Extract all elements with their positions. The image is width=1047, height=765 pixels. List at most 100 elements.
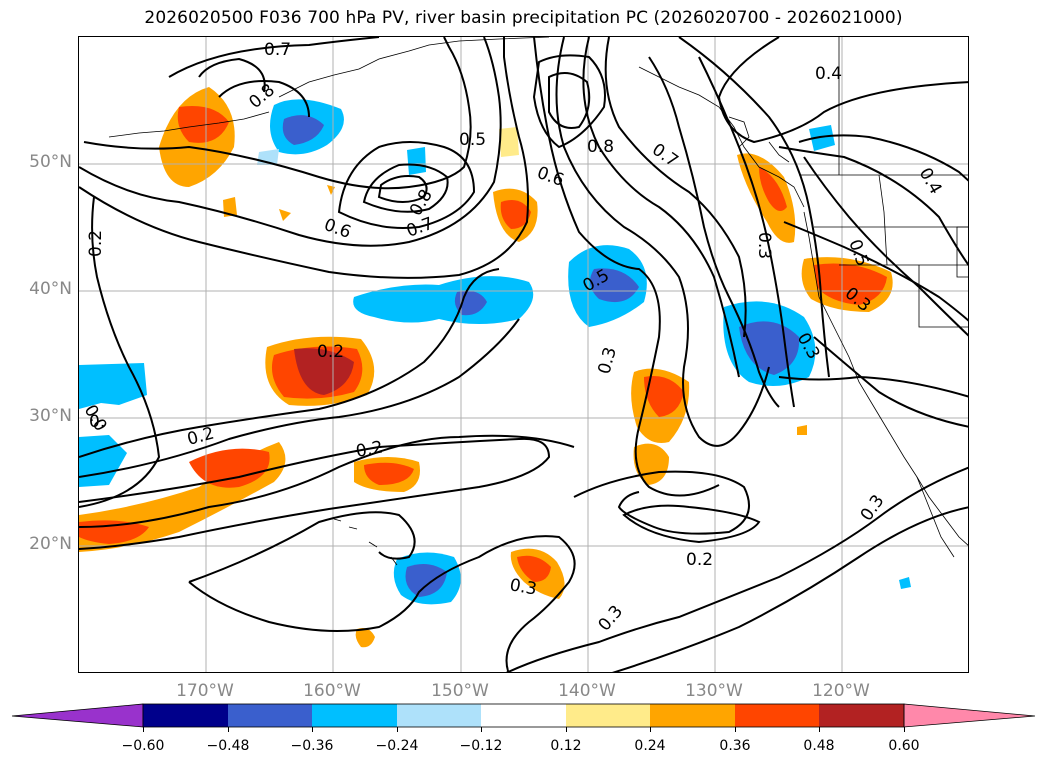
lat-label-30n: 30°N [29, 406, 72, 426]
colorbar-tick-label: −0.48 [206, 738, 250, 754]
warm-blob-large-33N-core [294, 348, 354, 395]
contour-0.4-ne-b [778, 146, 968, 266]
colorbar-bin [312, 704, 397, 727]
blue-blob-140W-core [590, 268, 639, 303]
colorbar-bin [397, 704, 481, 727]
contour-label: 0.6 [321, 215, 353, 243]
contour-label: 0.7 [264, 40, 291, 60]
colorbar-tickmark [904, 727, 905, 732]
state-border-c [878, 174, 888, 266]
se-alaska-coast [638, 66, 805, 208]
warm-blob-160W-25N-core [364, 462, 414, 485]
contour-0.8-loop-north [532, 54, 606, 149]
warm-blob-138W-south [633, 443, 669, 485]
contour-0.3-loop-south [188, 535, 576, 672]
warm-band-sw-core [189, 448, 270, 488]
colorbar-tickmark [228, 727, 229, 732]
colorbar-tick-label: −0.12 [459, 738, 503, 754]
contour-0.7-coast [648, 56, 780, 408]
warm-blob-coast-48N-core [759, 167, 787, 211]
lat-label-20n: 20°N [29, 534, 72, 554]
contour-label: 0.3 [508, 575, 538, 599]
contour-0.2-far-east [611, 506, 968, 672]
state-border-d [918, 265, 968, 328]
warm-blob-small-c [327, 185, 335, 195]
colorbar-bin [566, 704, 650, 727]
contour-0.4-far [678, 37, 830, 378]
colorbar-outline [142, 703, 905, 728]
contour-0.2-east-south [573, 470, 750, 535]
colorbar-bin [650, 704, 735, 727]
colorbar-under-triangle [11, 703, 144, 728]
colorbar-bin [228, 704, 312, 727]
contour-0.6-loop [337, 141, 476, 229]
lon-label-130w: 130°W [685, 681, 743, 701]
contour-label: 0.7 [404, 214, 436, 242]
contour-label: 0.2 [317, 342, 344, 362]
contour-label: 0.8 [587, 137, 614, 157]
warm-blob-138W-core [644, 376, 684, 417]
warm-blob-42N-core [814, 263, 887, 305]
contour-0.4-long [79, 37, 529, 279]
colorbar-tickmark [312, 727, 313, 732]
warm-blob-small-a [223, 197, 237, 217]
contour-0.2-west [79, 196, 161, 508]
colorbar-tick-label: −0.36 [290, 738, 334, 754]
blue-blob-band-40N [353, 276, 534, 324]
baja-coast [916, 476, 955, 558]
colorbar-tickmark [735, 727, 736, 732]
contour-0.8-left [218, 80, 310, 118]
contour-0.7-north [168, 37, 380, 78]
colorbar-tick-label: 0.60 [888, 738, 920, 754]
colorbar-tick-label: 0.36 [719, 738, 751, 754]
contour-label: 0. [89, 412, 105, 432]
colorbar-tickmark [819, 727, 820, 732]
blue-blob-west-edge-2 [79, 435, 127, 487]
colorbar-tickmark [397, 727, 398, 732]
colorbar-tickmark [650, 727, 651, 732]
contour-0.2-mid [79, 268, 500, 458]
contour-labels: 0.7 0.8 0.5 0.8 0.7 0.4 0.6 0.6 0.8 0.7 … [80, 40, 946, 635]
contour-0.5-loop-north [548, 72, 591, 129]
warm-blob-nw-core [177, 106, 229, 143]
colorbar-bin [735, 704, 819, 727]
contour-label: 0.3 [595, 345, 621, 376]
colorbar-tickmark [566, 727, 567, 732]
contour-0.6-vertical [604, 37, 747, 338]
lat-label-50n: 50°N [29, 152, 72, 172]
contour-label: 0.8 [406, 186, 437, 219]
blue-blob-band-core [454, 290, 487, 316]
contour-0.5-far [717, 37, 968, 144]
blue-blob-west-edge [79, 363, 147, 409]
colorbar-tick-label: −0.60 [121, 738, 165, 754]
colorbar-tick-label: −0.24 [375, 738, 419, 754]
contour-0.5-west [83, 37, 472, 190]
lon-label-120w: 120°W [812, 681, 870, 701]
lon-label-150w: 150°W [431, 681, 489, 701]
warm-blob-mid-core [500, 199, 531, 229]
colorbar-tick-label: 0.12 [550, 738, 582, 754]
warm-blob-small-b [279, 209, 291, 221]
blue-blob-hawaii-core [405, 563, 447, 597]
contour-0.3-south [188, 511, 416, 583]
warm-blob-small-e [355, 628, 375, 648]
aleutian-chain [108, 111, 270, 138]
contour-0.3-coast [698, 56, 795, 408]
contour-0.4-vertical [555, 37, 770, 447]
contour-0.2-b [79, 434, 575, 528]
contour-0.3-b [79, 437, 551, 550]
contour-0.3-vertical-left [533, 37, 720, 497]
contour-0.3-ne [803, 156, 968, 337]
colorbar-bin [143, 704, 228, 727]
warm-blob-small-f [797, 425, 807, 435]
lon-label-170w: 170°W [176, 681, 234, 701]
colorbar-over-triangle [903, 703, 1036, 728]
contour-0.3-se [778, 375, 968, 398]
us-west-coast [803, 211, 968, 546]
pv-contours [79, 37, 968, 672]
contour-0.2-loop [622, 504, 761, 544]
blue-blob-aleutian-core [282, 115, 324, 145]
contour-0.5-ne [783, 221, 968, 322]
contour-label: 0.2 [354, 438, 384, 462]
colorbar-tick-label: 0.48 [803, 738, 835, 754]
